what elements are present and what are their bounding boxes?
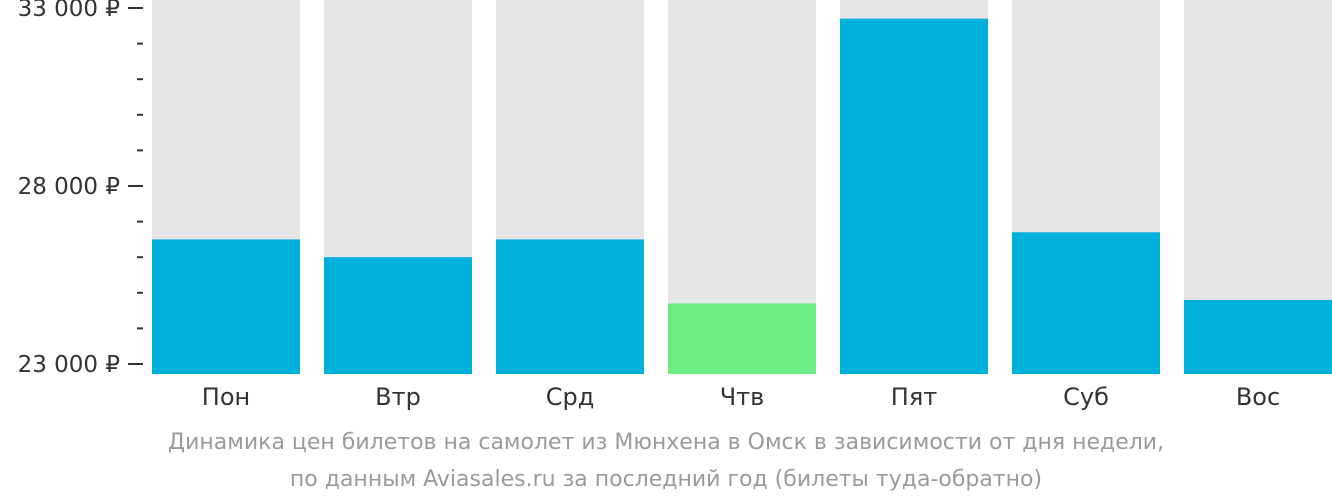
bar bbox=[1012, 232, 1160, 374]
x-tick-label: Срд bbox=[546, 383, 595, 411]
x-tick-label: Вос bbox=[1236, 383, 1280, 411]
x-tick-label: Суб bbox=[1063, 383, 1109, 411]
x-tick-label: Пят bbox=[891, 383, 937, 411]
chart-caption-line-2: по данным Aviasales.ru за последний год … bbox=[289, 467, 1043, 492]
y-tick-label: 23 000 ₽ bbox=[18, 352, 120, 378]
bar bbox=[668, 303, 816, 374]
bar bbox=[840, 18, 988, 375]
y-tick-label: 33 000 ₽ bbox=[18, 0, 120, 22]
x-tick-label: Втр bbox=[375, 383, 421, 411]
x-tick-label: Пон bbox=[202, 383, 250, 411]
bar bbox=[324, 257, 472, 374]
chart-caption-line-1: Динамика цен билетов на самолет из Мюнхе… bbox=[167, 430, 1165, 455]
bar bbox=[496, 239, 644, 374]
x-tick-label: Чтв bbox=[720, 383, 765, 411]
bar bbox=[152, 239, 300, 374]
bar bbox=[1184, 299, 1332, 374]
y-tick-label: 28 000 ₽ bbox=[18, 174, 120, 200]
